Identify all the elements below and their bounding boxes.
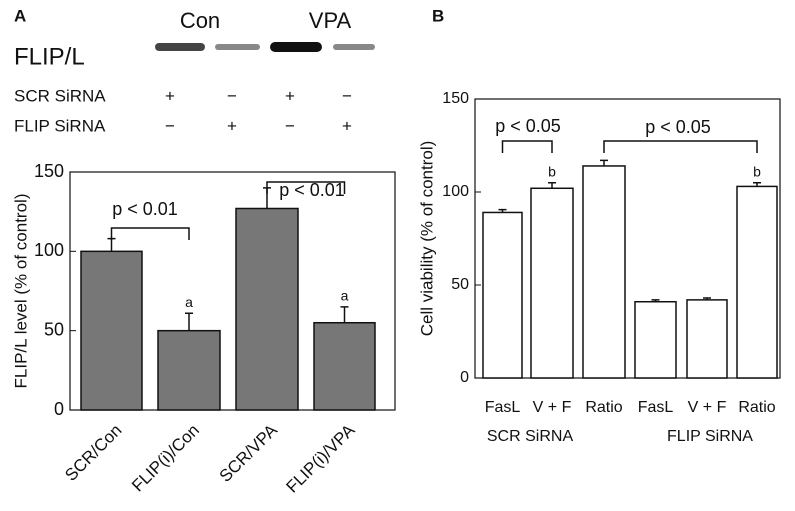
blot-sign: − (285, 116, 295, 135)
group-label: FLIP SiRNA (667, 428, 753, 445)
blot-band (270, 42, 322, 52)
x-tick-label: Ratio (738, 399, 775, 416)
y-tick-label: 100 (34, 240, 64, 260)
error-bar (548, 181, 556, 189)
x-tick-label: FLIP(i)/VPA (282, 420, 358, 496)
bar (157, 329, 221, 411)
error-bar (107, 237, 116, 252)
blot-sign: + (165, 86, 175, 105)
error-bar (651, 299, 660, 302)
annotation: p < 0.01 (279, 180, 345, 200)
bar-label: a (341, 288, 349, 304)
error-bar (498, 208, 507, 213)
bar (313, 321, 376, 411)
group-label: SCR SiRNA (487, 428, 574, 445)
plot-frame (474, 98, 781, 379)
blot-band (333, 44, 375, 50)
bar (736, 185, 778, 379)
y-tick-label: 150 (442, 90, 469, 107)
blot-column: VPA (309, 8, 352, 33)
y-tick-label: 100 (442, 183, 469, 200)
plot-frame (69, 171, 396, 411)
x-tick-label: FasL (485, 399, 521, 416)
y-axis-label: FLIP/L level (% of control) (11, 194, 30, 389)
y-tick-label: 50 (451, 276, 469, 293)
blot-sign: + (342, 116, 352, 135)
error-bar (185, 312, 193, 331)
bar (530, 187, 574, 379)
error-bar (600, 159, 608, 166)
x-tick-label: V + F (688, 399, 727, 416)
bar (582, 165, 626, 379)
y-tick-label: 0 (54, 399, 64, 419)
significance-bracket (501, 140, 553, 153)
blot-protein: FLIP/L (14, 43, 85, 70)
y-tick-label: 150 (34, 161, 64, 181)
y-axis-label: Cell viability (% of control) (417, 141, 436, 337)
y-tick-label: 0 (460, 369, 469, 386)
x-tick-label: SCR/VPA (216, 420, 282, 486)
blot-column: Con (180, 8, 220, 33)
x-tick-label: FLIP(i)/Con (128, 421, 203, 496)
bar-label: a (185, 294, 193, 310)
x-tick-label: Ratio (585, 399, 622, 416)
x-tick-label: SCR/Con (61, 421, 125, 485)
bar (686, 299, 728, 379)
bar (482, 211, 523, 379)
significance-bracket (266, 181, 346, 194)
blot-band (215, 44, 260, 50)
blot-band (155, 43, 205, 51)
x-tick-label: V + F (533, 399, 572, 416)
y-tick-label: 50 (44, 319, 64, 339)
blot-sign: − (165, 116, 175, 135)
bar-label: b (548, 163, 556, 179)
blot-sign: − (342, 86, 352, 105)
blot-row-label: FLIP SiRNA (14, 116, 106, 135)
bar (80, 250, 143, 411)
panel-label: B (432, 6, 444, 25)
error-bar (753, 181, 761, 187)
bar-label: b (753, 163, 761, 179)
blot-row-label: SCR SiRNA (14, 86, 106, 105)
error-bar (703, 297, 711, 300)
x-tick-label: FasL (638, 399, 674, 416)
blot-sign: + (227, 116, 237, 135)
annotation: p < 0.05 (645, 117, 711, 137)
annotation: p < 0.01 (112, 199, 178, 219)
error-bar (340, 306, 349, 323)
panel-label: A (14, 6, 26, 25)
significance-bracket (110, 227, 190, 240)
bar (235, 207, 299, 411)
bar (634, 300, 677, 379)
blot-sign: − (227, 86, 237, 105)
blot-sign: + (285, 86, 295, 105)
annotation: p < 0.05 (495, 116, 561, 136)
significance-bracket (603, 140, 758, 153)
